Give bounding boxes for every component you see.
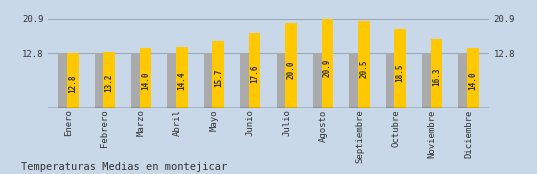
Bar — [394, 29, 406, 108]
Bar — [58, 53, 70, 108]
Text: 14.4: 14.4 — [177, 71, 186, 90]
Text: 16.3: 16.3 — [432, 68, 441, 86]
Bar — [431, 39, 442, 108]
Bar — [204, 53, 215, 108]
Bar — [277, 53, 288, 108]
Text: 20.5: 20.5 — [359, 59, 368, 78]
Bar — [386, 53, 397, 108]
Bar — [459, 53, 470, 108]
Bar — [349, 53, 361, 108]
Bar — [249, 33, 260, 108]
Bar — [285, 23, 297, 108]
Bar — [176, 47, 188, 108]
Bar — [313, 53, 324, 108]
Text: 13.2: 13.2 — [105, 73, 114, 92]
Bar — [140, 48, 151, 108]
Text: 17.6: 17.6 — [250, 65, 259, 84]
Bar — [103, 52, 115, 108]
Text: 20.9: 20.9 — [323, 59, 332, 77]
Bar — [240, 53, 252, 108]
Bar — [131, 53, 143, 108]
Text: 12.8: 12.8 — [68, 74, 77, 93]
Bar — [67, 53, 78, 108]
Text: 15.7: 15.7 — [214, 69, 223, 87]
Text: Temperaturas Medias en montejicar: Temperaturas Medias en montejicar — [21, 162, 228, 172]
Text: 14.0: 14.0 — [468, 72, 477, 90]
Text: 18.5: 18.5 — [396, 63, 405, 82]
Text: 14.0: 14.0 — [141, 72, 150, 90]
Bar — [358, 21, 369, 108]
Text: 20.0: 20.0 — [287, 60, 295, 79]
Bar — [422, 53, 434, 108]
Bar — [95, 53, 106, 108]
Bar — [322, 19, 333, 108]
Bar — [213, 41, 224, 108]
Bar — [467, 48, 479, 108]
Bar — [168, 53, 179, 108]
